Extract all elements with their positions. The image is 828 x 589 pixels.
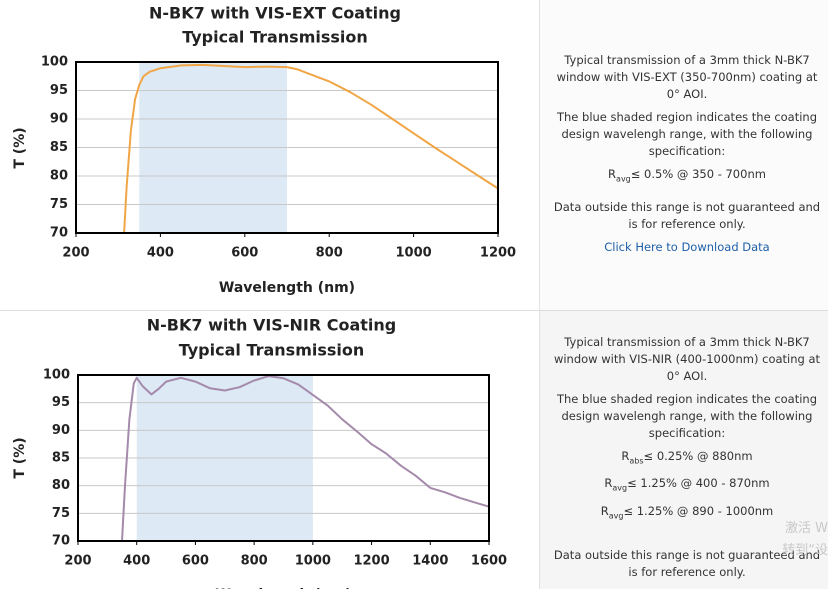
y-tick-label: 95 [52,395,70,410]
x-tick-label: 1000 [396,246,432,261]
specification: Ravg≤ 0.5% @ 350 - 700nm [552,166,822,187]
specification: Ravg≤ 1.25% @ 890 - 1000nm [552,503,822,524]
description-panel: Typical transmission of a 3mm thick N-BK… [540,0,828,310]
x-tick-label: 1400 [412,554,448,569]
x-tick-label: 1200 [353,554,389,569]
x-tick-label: 400 [147,246,174,261]
x-tick-label: 200 [64,554,91,569]
x-tick-label: 800 [316,246,343,261]
x-tick-label: 600 [231,246,258,261]
y-tick-label: 95 [50,83,68,98]
y-axis-label: T (%) [12,437,28,478]
y-tick-label: 100 [41,55,68,70]
plot-frame [75,61,499,234]
y-tick-label: 80 [52,478,70,493]
y-tick-label: 90 [52,423,70,438]
row: N-BK7 with VIS-EXT Coating Typical Transm… [0,0,828,311]
x-axis-label: Wavelength (nm) [215,587,351,589]
y-tick-label: 70 [50,226,68,241]
y-tick-label: 75 [52,506,70,521]
series-line [121,375,489,541]
download-link[interactable]: Click Here to Download Data [604,240,770,255]
chart-title: N-BK7 with VIS-EXT Coating [149,4,401,23]
specification: Ravg≤ 1.25% @ 400 - 870nm [552,475,822,496]
x-tick-label: 1200 [480,246,516,261]
spec-symbol: R [608,167,617,181]
y-tick-label: 80 [50,169,68,184]
specification: Rabs≤ 0.25% @ 880nm [552,448,822,469]
x-axis-label: Wavelength (nm) [219,280,355,296]
x-tick-label: 200 [62,246,89,261]
chart-subtitle: Typical Transmission [179,341,365,360]
y-tick-label: 70 [52,534,70,549]
spec-symbol: R [621,449,630,463]
chart-title: N-BK7 with VIS-NIR Coating [147,316,396,335]
spec-subscript: avg [608,510,624,520]
y-tick-label: 85 [50,140,68,155]
spec-subscript: avg [616,174,631,184]
y-axis-label: T (%) [12,127,28,168]
description-text: The blue shaded region indicates the coa… [556,110,818,158]
description-text: Typical transmission of a 3mm thick N-BK… [556,53,818,101]
spec-text: ≤ 1.25% @ 890 - 1000nm [623,503,774,518]
description-panel: Typical transmission of a 3mm thick N-BK… [540,311,828,589]
spec-symbol: R [600,503,609,518]
watermark: 激活 W [785,521,828,536]
spec-text: ≤ 0.5% @ 350 - 700nm [630,167,766,181]
description-text: The blue shaded region indicates the coa… [556,392,818,440]
series-line [123,63,498,233]
y-tick-label: 85 [52,451,70,466]
watermark: 转到“设 [782,543,828,558]
chart-cell: N-BK7 with VIS-NIR Coating Typical Transm… [0,311,540,589]
x-tick-label: 600 [182,554,209,569]
y-tick-label: 100 [43,368,70,383]
spec-subscript: abs [629,456,644,466]
description-text: Data outside this range is not guarantee… [553,200,821,232]
x-tick-label: 800 [241,554,268,569]
row: N-BK7 with VIS-NIR Coating Typical Transm… [0,311,828,589]
y-tick-label: 90 [50,112,68,127]
spec-subscript: avg [612,483,628,493]
spec-symbol: R [604,476,613,491]
download-link[interactable]: Click Here to Download Data [552,587,822,589]
spec-text: ≤ 0.25% @ 880nm [643,449,753,463]
x-tick-label: 1000 [295,554,331,569]
x-tick-label: 1600 [471,554,507,569]
chart: N-BK7 with VIS-EXT Coating Typical Transm… [12,4,516,297]
plot-frame [77,374,490,542]
chart-subtitle: Typical Transmission [182,28,368,47]
x-tick-label: 400 [123,554,150,569]
chart-cell: N-BK7 with VIS-EXT Coating Typical Transm… [0,0,540,310]
description-text: Typical transmission of a 3mm thick N-BK… [553,335,821,383]
y-tick-label: 75 [50,197,68,212]
description-text: Data outside this range is not guarantee… [553,547,821,579]
chart: N-BK7 with VIS-NIR Coating Typical Transm… [12,316,507,589]
spec-text: ≤ 1.25% @ 400 - 870nm [627,476,770,491]
